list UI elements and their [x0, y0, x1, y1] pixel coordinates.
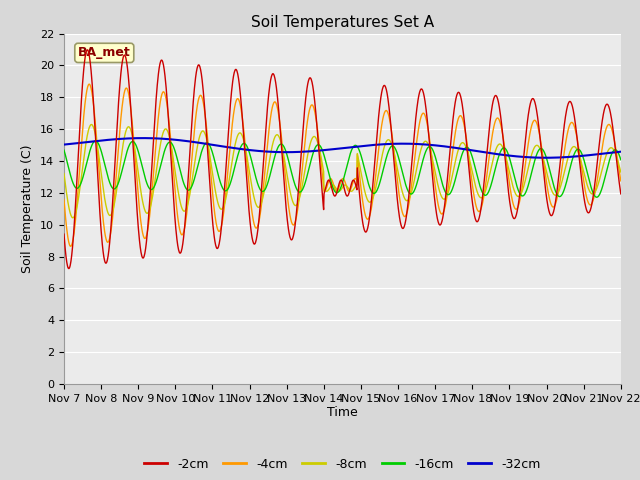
Legend: -2cm, -4cm, -8cm, -16cm, -32cm: -2cm, -4cm, -8cm, -16cm, -32cm	[140, 453, 545, 476]
X-axis label: Time: Time	[327, 407, 358, 420]
Title: Soil Temperatures Set A: Soil Temperatures Set A	[251, 15, 434, 30]
Y-axis label: Soil Temperature (C): Soil Temperature (C)	[22, 144, 35, 273]
Text: BA_met: BA_met	[78, 47, 131, 60]
